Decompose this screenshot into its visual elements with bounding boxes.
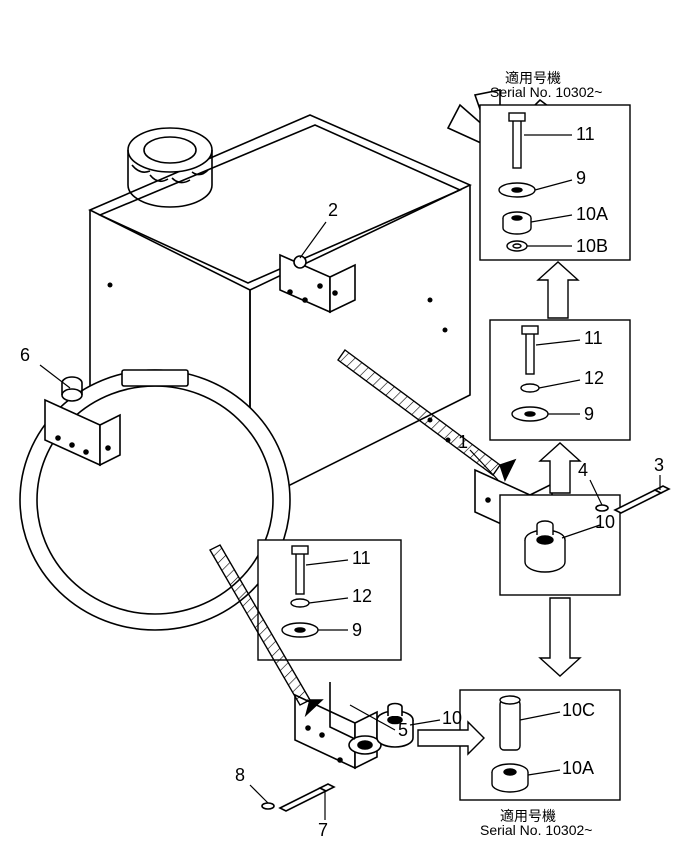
callout-11-left: 11: [352, 548, 371, 569]
callout-10A-bot: 10A: [562, 758, 594, 779]
callout-3: 3: [654, 455, 664, 476]
callout-6: 6: [20, 345, 30, 366]
callout-10-left2: 10: [442, 708, 462, 729]
callout-10B: 10B: [576, 236, 608, 257]
callout-10C: 10C: [562, 700, 595, 721]
callout-10A-top: 10A: [576, 204, 608, 225]
caption-top-serial: Serial No. 10302~: [490, 84, 602, 100]
cylinder-top: [128, 128, 212, 207]
callout-7: 7: [318, 820, 328, 841]
callout-1: 1: [458, 432, 468, 453]
caption-bot-serial: Serial No. 10302~: [480, 822, 592, 838]
callout-11-mid: 11: [584, 328, 603, 349]
detail-box-mid: [490, 320, 630, 440]
callout-10-lower: 10: [595, 512, 615, 533]
bracket-5: [295, 682, 381, 768]
callout-2: 2: [328, 200, 338, 221]
callout-9-top: 9: [576, 168, 586, 189]
callout-9-left: 9: [352, 620, 362, 641]
diagram-canvas: [0, 0, 675, 867]
callout-5: 5: [398, 720, 408, 741]
callout-12-left: 12: [352, 586, 372, 607]
bolt-7: [262, 784, 334, 811]
callout-11-top: 11: [576, 124, 595, 145]
callout-4: 4: [578, 460, 588, 481]
callout-8: 8: [235, 765, 245, 786]
callout-9-mid: 9: [584, 404, 594, 425]
bracket-2: [280, 255, 355, 312]
detail-box-bottom: [460, 690, 620, 800]
callout-12-mid: 12: [584, 368, 604, 389]
